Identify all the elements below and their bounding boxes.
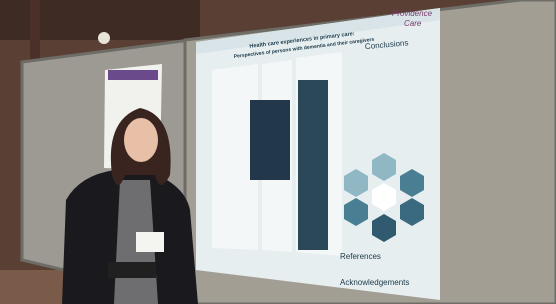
poster-table [250,100,290,180]
section-heading: Acknowledgements [340,278,409,287]
small-poster-header [108,70,158,80]
lamp [98,32,110,44]
name-badge [136,232,164,252]
page: {"poster": { "logo": ["Providence", "Car… [0,0,556,304]
logo-line: Care [404,19,422,28]
section-heading: References [340,252,381,261]
face [124,118,158,162]
scene: Providence Care Health care experiences … [0,0,556,304]
belt [108,262,156,278]
poster-table [298,80,328,250]
logo-line: Providence [392,9,433,18]
